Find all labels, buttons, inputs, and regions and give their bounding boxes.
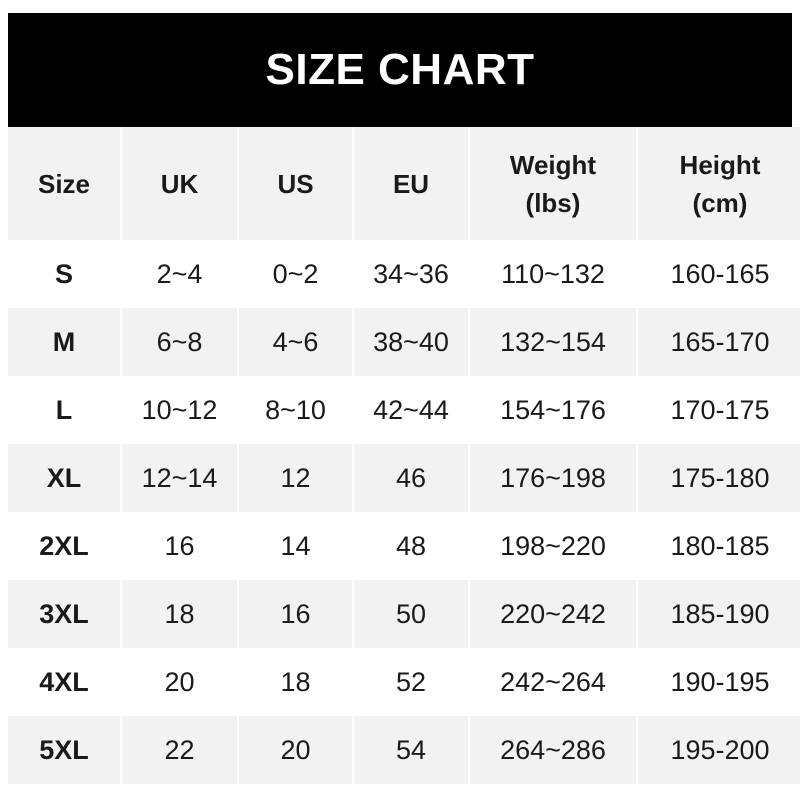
- header-us: US: [239, 127, 352, 240]
- cell-uk: 16: [122, 512, 237, 580]
- cell-weight: 220~242: [470, 580, 636, 648]
- table-row: 3XL 18 16 50 220~242 185-190: [8, 580, 800, 648]
- cell-eu: 42~44: [354, 376, 468, 444]
- cell-eu: 54: [354, 716, 468, 784]
- header-label: Size: [37, 168, 91, 199]
- header-size: Size: [8, 127, 120, 240]
- cell-us: 14: [239, 512, 352, 580]
- header-row: Size UK US EU Weight (lbs) Height (cm): [8, 127, 800, 240]
- header-label: EU: [392, 168, 430, 199]
- header-eu: EU: [354, 127, 468, 240]
- cell-size: XL: [8, 444, 120, 512]
- cell-us: 16: [239, 580, 352, 648]
- header-label: Weight: [509, 149, 597, 180]
- header-unit: (lbs): [525, 187, 581, 218]
- cell-size: S: [8, 240, 120, 308]
- cell-weight: 110~132: [470, 240, 636, 308]
- cell-eu: 34~36: [354, 240, 468, 308]
- cell-size: 2XL: [8, 512, 120, 580]
- size-chart-table: Size UK US EU Weight (lbs) Height (cm) S 2~4 0~2 3…: [6, 127, 800, 784]
- cell-uk: 20: [122, 648, 237, 716]
- size-chart-title: SIZE CHART: [8, 13, 792, 127]
- cell-size: M: [8, 308, 120, 376]
- cell-weight: 198~220: [470, 512, 636, 580]
- header-label: Height: [679, 149, 761, 180]
- table-row: XL 12~14 12 46 176~198 175-180: [8, 444, 800, 512]
- cell-height: 175-180: [638, 444, 800, 512]
- cell-height: 170-175: [638, 376, 800, 444]
- cell-weight: 132~154: [470, 308, 636, 376]
- table-row: S 2~4 0~2 34~36 110~132 160-165: [8, 240, 800, 308]
- cell-uk: 18: [122, 580, 237, 648]
- cell-height: 185-190: [638, 580, 800, 648]
- cell-size: 3XL: [8, 580, 120, 648]
- cell-size: 4XL: [8, 648, 120, 716]
- cell-eu: 48: [354, 512, 468, 580]
- cell-weight: 264~286: [470, 716, 636, 784]
- cell-uk: 12~14: [122, 444, 237, 512]
- cell-us: 8~10: [239, 376, 352, 444]
- cell-height: 195-200: [638, 716, 800, 784]
- cell-eu: 38~40: [354, 308, 468, 376]
- cell-weight: 176~198: [470, 444, 636, 512]
- header-label: UK: [160, 168, 199, 199]
- cell-uk: 6~8: [122, 308, 237, 376]
- cell-weight: 154~176: [470, 376, 636, 444]
- cell-uk: 10~12: [122, 376, 237, 444]
- cell-weight: 242~264: [470, 648, 636, 716]
- header-label: US: [277, 168, 314, 199]
- cell-uk: 22: [122, 716, 237, 784]
- header-weight: Weight (lbs): [470, 127, 636, 240]
- cell-us: 12: [239, 444, 352, 512]
- cell-height: 165-170: [638, 308, 800, 376]
- cell-us: 0~2: [239, 240, 352, 308]
- cell-us: 18: [239, 648, 352, 716]
- table-row: 2XL 16 14 48 198~220 180-185: [8, 512, 800, 580]
- cell-size: 5XL: [8, 716, 120, 784]
- cell-uk: 2~4: [122, 240, 237, 308]
- table-row: 4XL 20 18 52 242~264 190-195: [8, 648, 800, 716]
- cell-size: L: [8, 376, 120, 444]
- table-row: 5XL 22 20 54 264~286 195-200: [8, 716, 800, 784]
- table-row: L 10~12 8~10 42~44 154~176 170-175: [8, 376, 800, 444]
- cell-eu: 46: [354, 444, 468, 512]
- table-row: M 6~8 4~6 38~40 132~154 165-170: [8, 308, 800, 376]
- cell-eu: 52: [354, 648, 468, 716]
- header-height: Height (cm): [638, 127, 800, 240]
- cell-height: 160-165: [638, 240, 800, 308]
- header-unit: (cm): [692, 187, 748, 218]
- cell-height: 190-195: [638, 648, 800, 716]
- cell-eu: 50: [354, 580, 468, 648]
- cell-height: 180-185: [638, 512, 800, 580]
- cell-us: 4~6: [239, 308, 352, 376]
- header-uk: UK: [122, 127, 237, 240]
- cell-us: 20: [239, 716, 352, 784]
